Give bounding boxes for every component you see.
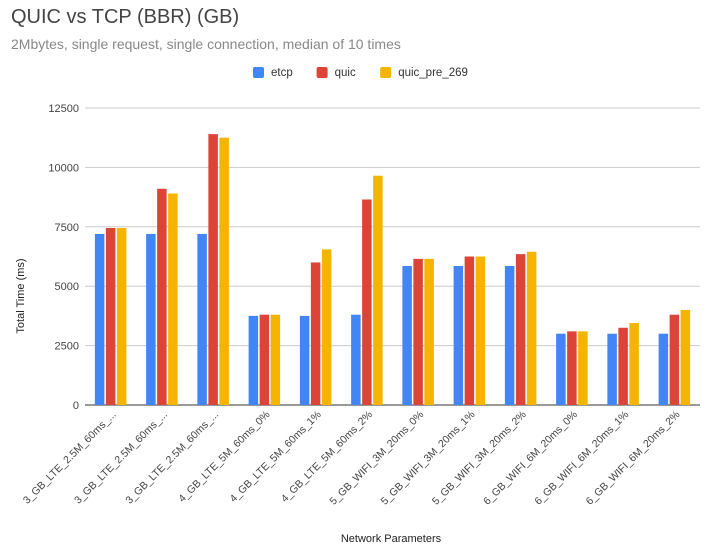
bar-quic_pre_269 (475, 256, 486, 405)
chart-title: QUIC vs TCP (BBR) (GB) (11, 6, 240, 28)
x-axis-title: Network Parameters (341, 533, 442, 545)
bar-quic_pre_269 (578, 331, 588, 405)
y-tick-label: 5000 (55, 281, 79, 293)
x-tick-label: 4_GB_LTE_5M_60ms_1% (227, 409, 323, 505)
bar-etcp (94, 233, 105, 405)
bar-etcp (607, 333, 617, 405)
legend-swatch-etcp (253, 67, 264, 78)
y-tick-label: 12500 (48, 103, 79, 115)
x-tick-label: 3_GB_LTE_2.5M_60ms_... (123, 409, 221, 507)
x-tick-label: 6_GB_WIFI_6M_20ms_0% (481, 409, 580, 508)
bar-etcp (197, 233, 207, 405)
x-tick-label: 6_GB_WIFI_6M_20ms_1% (532, 409, 631, 508)
x-tick-label: 4_GB_LTE_5M_60ms_2% (279, 409, 375, 505)
y-tick-label: 0 (73, 400, 79, 412)
bar-quic_pre_269 (168, 193, 178, 405)
bar-quic (259, 314, 270, 405)
x-tick-label: 5_GB_WIFI_3M_20ms_0% (327, 409, 426, 508)
x-axis-ticks: 3_GB_LTE_2.5M_60ms_...3_GB_LTE_2.5M_60ms… (21, 409, 683, 508)
legend-swatch-quic (316, 67, 328, 78)
x-tick-label: 5_GB_WIFI_3M_20ms_2% (430, 409, 529, 508)
bar-quic_pre_269 (270, 314, 281, 405)
bar-quic (515, 254, 526, 405)
bar-etcp (146, 233, 156, 405)
bar-etcp (658, 333, 669, 405)
y-axis-title: Total Time (ms) (15, 258, 27, 333)
bar-etcp (402, 266, 412, 405)
bar-quic_pre_269 (321, 249, 332, 405)
bar-quic (464, 256, 475, 405)
legend-label-quic: quic (335, 67, 356, 79)
bar-quic (310, 262, 321, 405)
gridlines (85, 107, 700, 406)
bar-quic_pre_269 (373, 175, 383, 405)
y-tick-label: 7500 (55, 222, 79, 234)
bar-etcp (248, 315, 259, 405)
bar-quic_pre_269 (116, 227, 127, 405)
y-tick-label: 10000 (48, 162, 79, 174)
y-axis-ticks: 0 2500 5000 7500 10000 12500 (48, 103, 79, 412)
bar-quic (362, 199, 372, 405)
chart-subtitle: 2Mbytes, single request, single connecti… (11, 36, 401, 52)
bar-quic (669, 314, 680, 405)
legend-swatch-quic_pre_269 (380, 67, 392, 78)
legend-label-quic_pre_269: quic_pre_269 (398, 67, 468, 79)
y-tick-label: 2500 (55, 341, 79, 353)
bar-quic (157, 188, 167, 405)
bar-quic (105, 227, 116, 405)
bars (94, 134, 691, 406)
bar-etcp (556, 333, 566, 405)
bar-quic_pre_269 (526, 251, 537, 405)
bar-quic (618, 327, 628, 405)
bar-etcp (351, 314, 361, 405)
bar-etcp (453, 266, 464, 405)
bar-etcp (299, 315, 310, 405)
bar-quic (413, 258, 423, 405)
bar-etcp (504, 266, 515, 405)
bar-quic (567, 331, 577, 405)
legend: etcp quic quic_pre_269 (253, 67, 468, 79)
x-tick-label: 3_GB_LTE_2.5M_60ms_... (72, 409, 170, 507)
x-tick-label: 6_GB_WIFI_6M_20ms_2% (584, 409, 683, 508)
bar-quic_pre_269 (424, 258, 434, 405)
bar-quic (208, 134, 218, 406)
bar-quic_pre_269 (219, 137, 229, 405)
x-tick-label: 5_GB_WIFI_3M_20ms_1% (379, 409, 478, 508)
legend-label-etcp: etcp (271, 67, 293, 79)
x-tick-label: 4_GB_LTE_5M_60ms_0% (176, 409, 272, 505)
x-tick-label: 3_GB_LTE_2.5M_60ms_... (21, 409, 119, 507)
bar-quic_pre_269 (629, 323, 639, 405)
bar-quic_pre_269 (680, 309, 691, 405)
